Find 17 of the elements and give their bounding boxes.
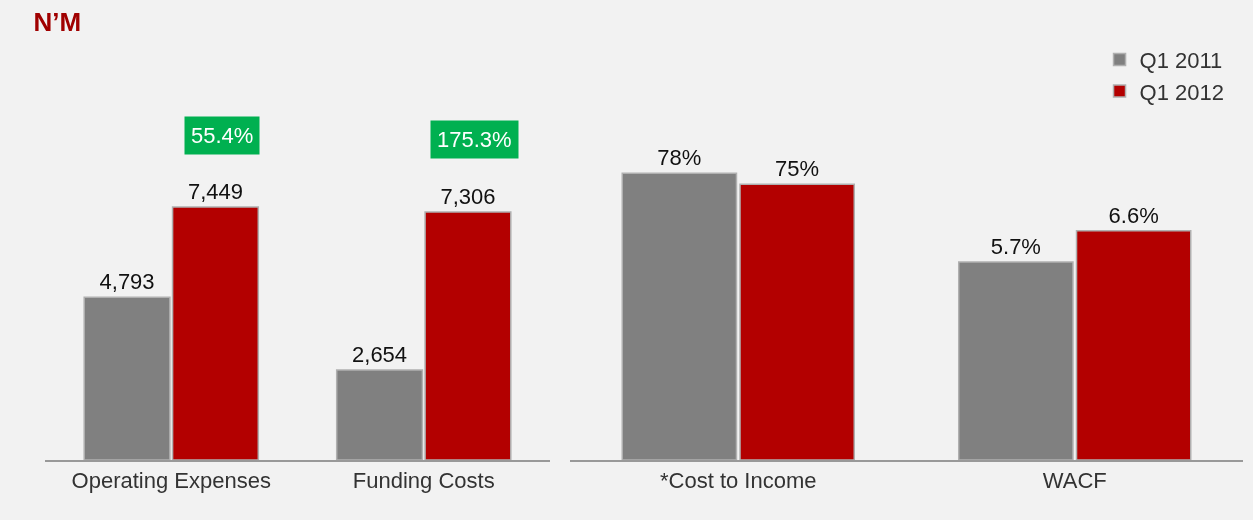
data-label: 4,793: [99, 269, 155, 295]
x-tick-label: WACF: [1042, 468, 1107, 494]
legend-label: Q1 2011: [1139, 47, 1223, 73]
x-tick-label: *Cost to Income: [659, 468, 817, 494]
x-tick-label: Funding Costs: [352, 468, 495, 494]
data-label: 78%: [657, 145, 702, 171]
data-label: 75%: [775, 156, 820, 182]
data-label: 6.6%: [1108, 202, 1159, 228]
data-label: 5.7%: [990, 233, 1041, 259]
x-tick-label: Operating Expenses: [71, 468, 271, 494]
data-label: 2,654: [352, 341, 408, 367]
legend-label: Q1 2012: [1139, 79, 1224, 105]
data-label: 7,306: [440, 183, 496, 209]
data-label: 7,449: [187, 179, 243, 205]
annotation: 55.4%: [191, 123, 254, 148]
annotation: 175.3%: [437, 127, 512, 152]
chart-title: N’M: [33, 7, 82, 38]
